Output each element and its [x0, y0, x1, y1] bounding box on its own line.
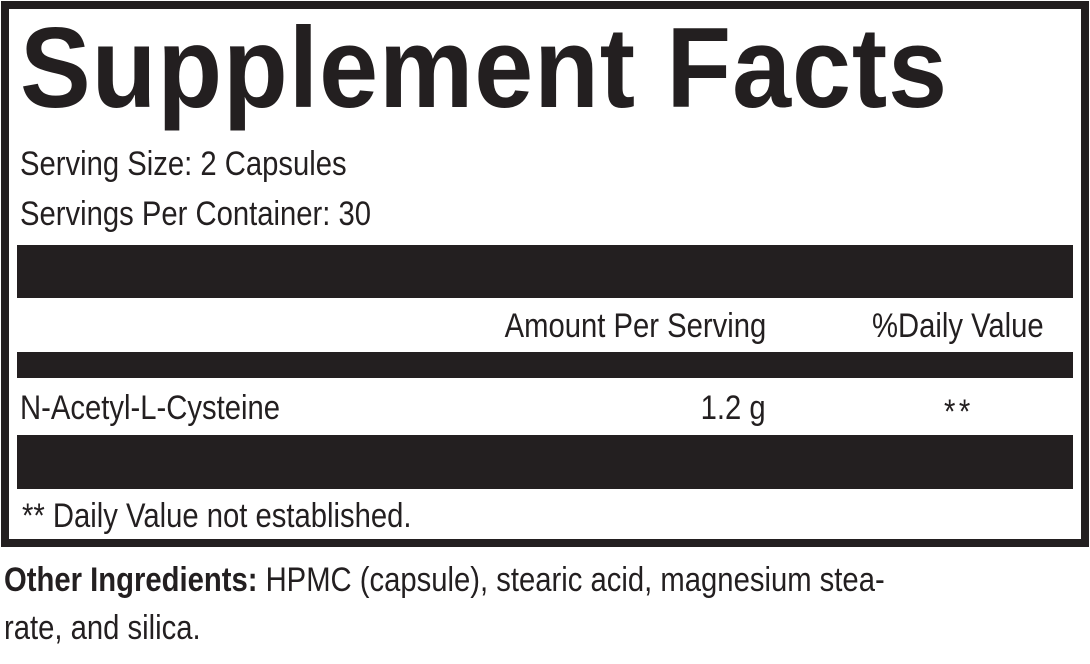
- other-ingredients-line1: HPMC (capsule), stearic acid, magnesium …: [257, 561, 885, 599]
- serving-size: Serving Size: 2 Capsules: [20, 144, 400, 184]
- divider-bar-thick: [17, 435, 1073, 489]
- amount-header-text: Amount Per Serving: [504, 307, 766, 345]
- nutrient-name: N-Acetyl-L-Cysteine: [20, 388, 322, 428]
- amount-header: Amount Per Serving: [462, 306, 766, 346]
- other-ingredients-continued: rate, and silica.: [4, 608, 233, 648]
- nutrient-amount-text: 1.2 g: [700, 389, 766, 427]
- panel-title-text: Supplement Facts: [20, 5, 949, 132]
- daily-value-header: %Daily Value: [844, 306, 1044, 346]
- nutrient-amount: 1.2 g: [690, 388, 766, 428]
- daily-value-header-text: %Daily Value: [872, 307, 1044, 345]
- nutrient-name-text: N-Acetyl-L-Cysteine: [20, 389, 280, 427]
- serving-size-text: Serving Size: 2 Capsules: [20, 145, 347, 183]
- nutrient-daily-value-text: **: [944, 393, 974, 431]
- other-ingredients: Other Ingredients: HPMC (capsule), stear…: [4, 560, 1028, 600]
- other-ingredients-line2: rate, and silica.: [4, 609, 201, 647]
- footnote: ** Daily Value not established.: [22, 496, 475, 536]
- divider-bar-thick: [17, 245, 1073, 298]
- panel-title: Supplement Facts: [20, 4, 1018, 134]
- supplement-facts-panel: [1, 1, 1089, 547]
- other-ingredients-label: Other Ingredients:: [4, 561, 258, 599]
- footnote-text: ** Daily Value not established.: [22, 497, 412, 535]
- divider-bar-medium: [17, 352, 1073, 378]
- servings-per-container: Servings Per Container: 30: [20, 194, 428, 234]
- nutrient-daily-value: **: [944, 392, 978, 432]
- servings-per-container-text: Servings Per Container: 30: [20, 195, 372, 233]
